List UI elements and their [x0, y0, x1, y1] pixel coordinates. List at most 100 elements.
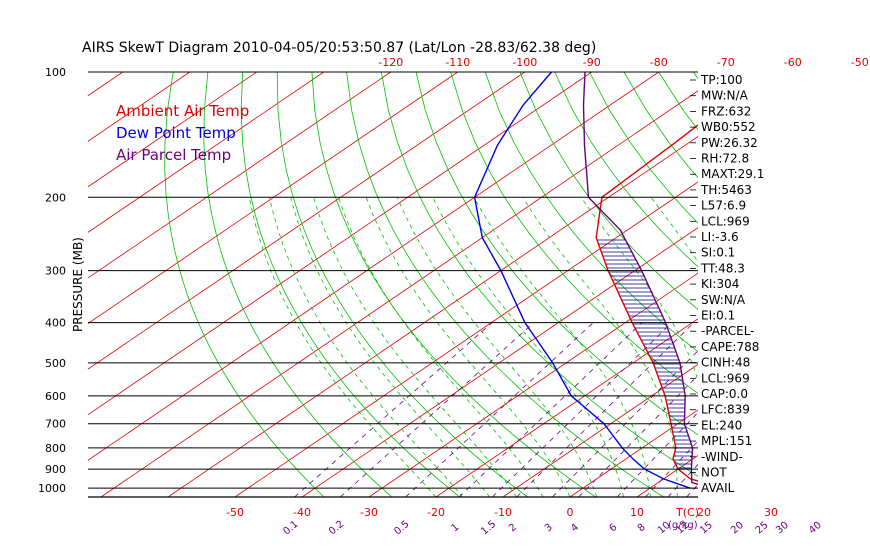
index-entry: -WIND-: [701, 450, 743, 464]
mixing-ratio-label: 4: [569, 522, 581, 535]
isotherm-line: [88, 72, 525, 370]
mixing-ratio-line: [786, 323, 870, 497]
index-entry: LFC:839: [701, 403, 750, 417]
profile-air-parcel-temp: [582, 72, 698, 486]
skewt-grid: [88, 72, 870, 497]
dry-adiabat-line: [380, 72, 698, 477]
mixing-ratio-label: 1: [450, 522, 462, 535]
top-temp-tick-label: -50: [851, 56, 869, 69]
moist-adiabat-line: [365, 197, 571, 497]
bottom-temp-tick-label: 30: [764, 506, 778, 519]
top-temp-tick-label: -70: [717, 56, 735, 69]
mixing-ratio-label: 1.5: [479, 519, 498, 538]
dry-adiabat-line: [415, 72, 698, 436]
isotherm-line: [88, 72, 123, 97]
mixing-ratio-label: 20: [729, 520, 746, 537]
bottom-temp-tick-label: 0: [567, 506, 574, 519]
mixing-ratio-unit-label: (g/kg): [668, 520, 698, 531]
index-entry: TP:100: [700, 73, 743, 87]
moist-adiabat-line: [396, 197, 598, 497]
isotherm-line: [435, 318, 698, 497]
mixing-ratio-line: [741, 323, 870, 497]
pressure-tick-label: 200: [45, 191, 66, 204]
pressure-tick-label: 700: [45, 418, 66, 431]
bottom-temp-tick-label: -20: [427, 506, 445, 519]
moist-adiabat-line: [838, 197, 870, 497]
dry-adiabat-line: [276, 72, 529, 497]
bottom-temp-tick-label: -10: [494, 506, 512, 519]
pressure-tick-label: 1000: [38, 482, 66, 495]
pressure-tick-label: 300: [45, 265, 66, 278]
pressure-tick-label: 100: [45, 66, 66, 79]
mixing-ratio-line: [294, 322, 493, 497]
mixing-ratio-label: 25: [754, 520, 771, 537]
mixing-ratio-label: 15: [698, 520, 715, 537]
isotherm-line: [838, 72, 870, 497]
dry-adiabat-line: [797, 72, 870, 497]
dry-adiabat-line: [240, 72, 461, 497]
isotherm-line: [100, 90, 698, 497]
bottom-temp-tick-label: 10: [630, 506, 644, 519]
index-entry: KI:304: [701, 277, 739, 291]
legend: Ambient Air Temp Dew Point Temp Air Parcel…: [116, 102, 249, 164]
index-entry: SW:N/A: [701, 293, 746, 307]
index-entry: FRZ:632: [701, 104, 751, 118]
index-entry: RH:72.8: [701, 152, 749, 166]
mixing-ratio-line: [552, 350, 698, 497]
top-temp-tick-label: -90: [583, 56, 601, 69]
legend-entry: Air Parcel Temp: [116, 146, 231, 164]
moist-adiabat-line: [784, 197, 836, 497]
legend-entry: Dew Point Temp: [116, 124, 236, 142]
moist-adiabat-line: [432, 197, 624, 497]
isotherm-line: [234, 181, 698, 497]
index-entry: MAXT:29.1: [701, 167, 764, 181]
index-entry: AVAIL: [701, 481, 735, 495]
isotherm-line: [569, 409, 698, 497]
mixing-ratio-line: [339, 322, 535, 497]
index-entry: CINH:48: [701, 356, 750, 370]
isotherm-line: [88, 72, 257, 188]
pressure-tick-label: 500: [45, 357, 66, 370]
index-entry: PW:26.32: [701, 136, 758, 150]
isotherm-line: [368, 272, 698, 497]
isotherm-line: [502, 363, 698, 497]
index-entry: LCL:969: [701, 214, 750, 228]
index-entry: CAP:0.0: [701, 387, 748, 401]
chart-title: AIRS SkewT Diagram 2010-04-05/20:53:50.8…: [82, 40, 596, 56]
index-entry: TH:5463: [700, 183, 752, 197]
index-entry: MW:N/A: [701, 89, 749, 103]
isotherm-line: [88, 72, 659, 461]
index-entry: LI:-3.6: [701, 230, 739, 244]
mixing-ratio-line: [819, 323, 870, 497]
dry-adiabat-line: [450, 72, 698, 394]
mixing-ratio-label: 2: [507, 522, 519, 535]
dry-adiabat-line: [311, 72, 596, 497]
isotherm-line: [771, 72, 870, 497]
mixing-ratio-line: [458, 322, 643, 497]
mixing-ratio-label: 8: [636, 522, 648, 535]
dry-adiabat-line: [832, 72, 870, 497]
isotherm-line: [88, 72, 458, 325]
mixing-ratio-line: [766, 323, 870, 497]
top-temp-tick-label: -120: [378, 56, 403, 69]
cape-hatch: [597, 239, 693, 469]
mixing-ratio-line: [516, 322, 695, 497]
index-entry: CAPE:788: [701, 340, 759, 354]
isotherm-line: [88, 72, 391, 279]
pressure-tick-label: 900: [45, 463, 66, 476]
moist-adiabat-line: [290, 197, 490, 497]
mixing-ratio-label: 30: [774, 520, 791, 537]
index-entry: SI:0.1: [701, 246, 735, 260]
moist-adiabat-line: [522, 197, 678, 497]
index-entry: MPL:151: [701, 434, 752, 448]
moist-adiabat-line: [269, 197, 464, 497]
isotherm-line: [88, 72, 324, 233]
mixing-ratio-label: 0.1: [281, 519, 300, 538]
index-entry: -PARCEL-: [701, 324, 755, 338]
temp-unit-label: T(C): [675, 506, 699, 519]
index-entry: EI:0.1: [701, 309, 735, 323]
top-temp-tick-label: -100: [512, 56, 537, 69]
dry-adiabat-line: [346, 72, 664, 497]
pressure-tick-label: 600: [45, 390, 66, 403]
